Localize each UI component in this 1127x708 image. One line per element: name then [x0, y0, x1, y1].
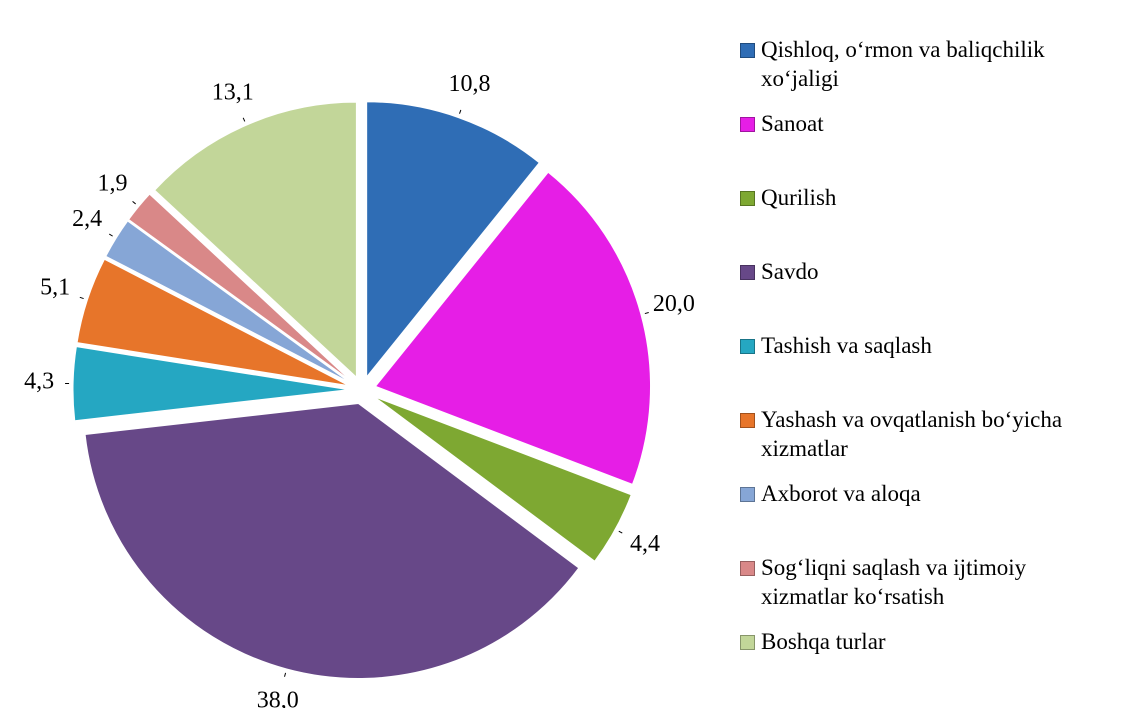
legend-swatch — [740, 339, 755, 354]
data-label: 4,3 — [24, 368, 54, 394]
legend-label: Savdo — [761, 259, 819, 284]
data-label: 13,1 — [212, 79, 254, 105]
pie-slice — [373, 396, 632, 562]
leader-line — [79, 296, 84, 300]
data-label: 4,4 — [630, 531, 660, 557]
pie-slice — [128, 193, 352, 382]
legend-label: Axborot va aloqa — [761, 481, 921, 506]
pie-slice — [72, 346, 349, 422]
legend-item: Sog‘liqni saqlash va ijtimoiy xizmatlar … — [740, 553, 1112, 611]
legend-item: Boshqa turlar — [740, 627, 1112, 656]
legend-swatch — [740, 413, 755, 428]
data-label: 20,0 — [653, 291, 695, 317]
pie-slice — [154, 101, 357, 379]
pie-slice — [76, 258, 349, 387]
leader-line — [644, 312, 649, 315]
legend-swatch — [740, 43, 755, 58]
pie-slice — [105, 220, 351, 384]
legend-label: Boshqa turlar — [761, 629, 886, 654]
leader-line — [132, 201, 136, 205]
legend-item: Tashish va saqlash — [740, 331, 1112, 360]
legend-item: Yashash va ovqatlanish bo‘yicha xizmatla… — [740, 405, 1112, 463]
pie-slice — [84, 402, 580, 679]
legend: Qishloq, o‘rmon va baliqchilik xo‘jaligi… — [740, 0, 1120, 708]
legend-label: Tashish va saqlash — [761, 333, 932, 358]
data-label: 38,0 — [257, 687, 299, 708]
legend-label: Yashash va ovqatlanish bo‘yicha xizmatla… — [761, 407, 1063, 461]
legend-label: Sog‘liqni saqlash va ijtimoiy xizmatlar … — [761, 555, 1027, 609]
pie-slice — [374, 171, 651, 486]
leader-line — [242, 117, 246, 122]
pie-slice — [366, 101, 540, 379]
data-label: 1,9 — [97, 170, 127, 196]
legend-label: Qurilish — [761, 185, 837, 210]
legend-item: Axborot va aloqa — [740, 479, 1112, 508]
legend-swatch — [740, 265, 755, 280]
legend-item: Sanoat — [740, 109, 1112, 138]
leader-line — [459, 109, 462, 114]
legend-label: Qishloq, o‘rmon va baliqchilik xo‘jaligi — [761, 37, 1045, 91]
legend-swatch — [740, 191, 755, 206]
leader-line — [108, 233, 113, 237]
legend-swatch — [740, 635, 755, 650]
leader-line — [618, 530, 623, 534]
data-label: 5,1 — [40, 275, 70, 301]
legend-item: Qurilish — [740, 183, 1112, 212]
data-label: 2,4 — [72, 206, 102, 232]
data-label: 10,8 — [449, 71, 491, 97]
leader-line — [284, 672, 287, 677]
legend-item: Qishloq, o‘rmon va baliqchilik xo‘jaligi — [740, 35, 1112, 93]
legend-item: Savdo — [740, 257, 1112, 286]
legend-swatch — [740, 487, 755, 502]
legend-swatch — [740, 117, 755, 132]
pie-area: 10,8 20,0 4,4 38,0 4,3 5,1 2,4 1,9 13,1 — [24, 71, 695, 708]
legend-label: Sanoat — [761, 111, 824, 136]
legend-swatch — [740, 561, 755, 576]
